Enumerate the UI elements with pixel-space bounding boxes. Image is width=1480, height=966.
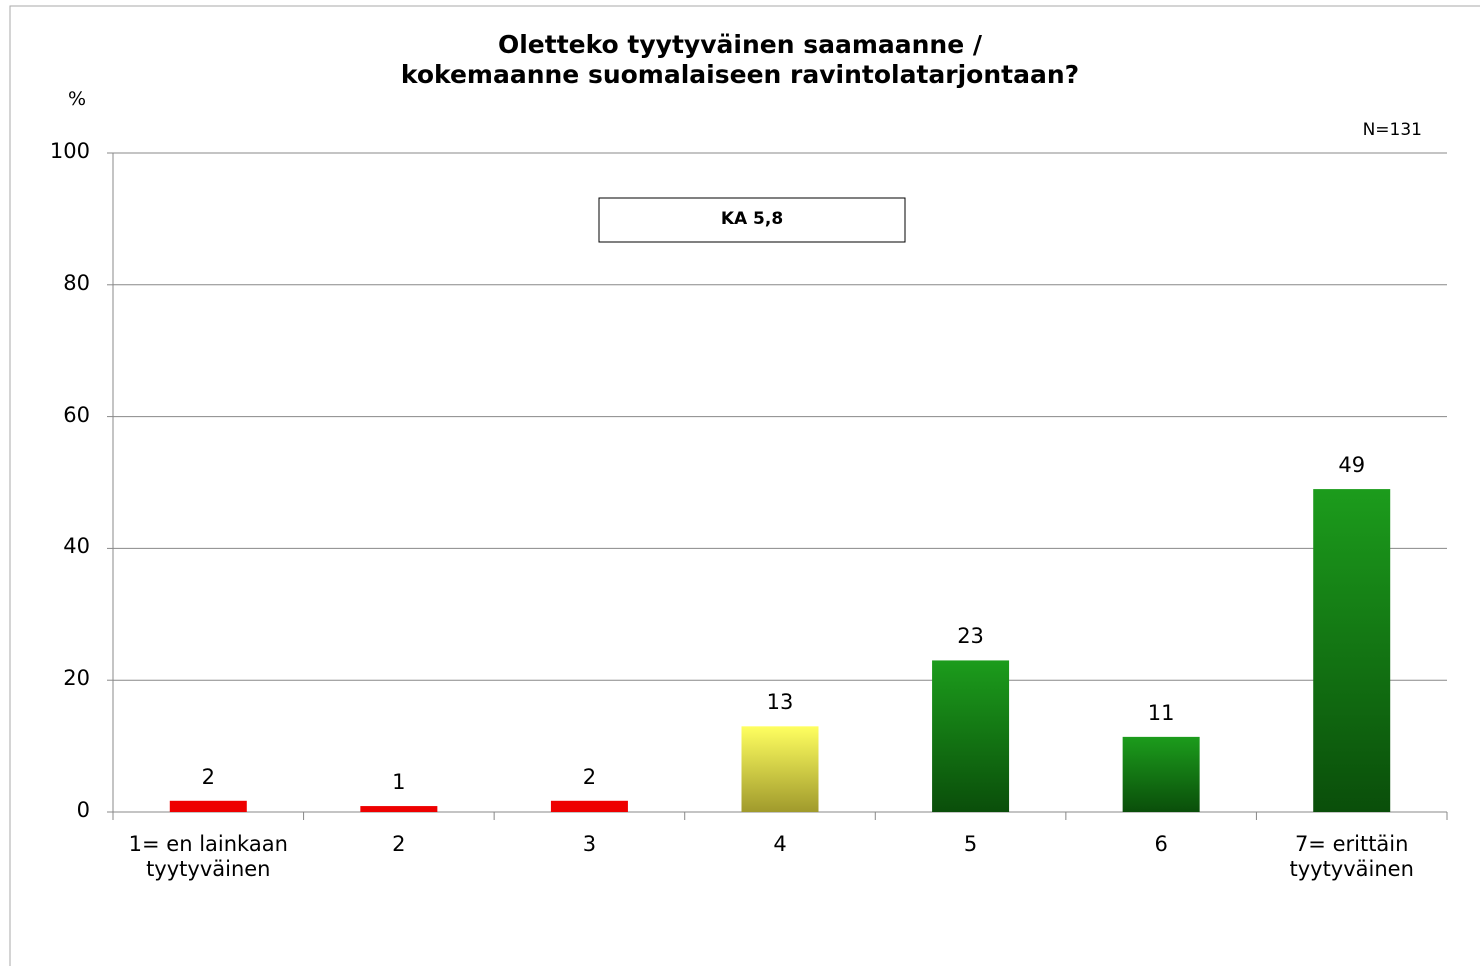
data-label: 13 (766, 690, 794, 715)
y-tick-label: 0 (76, 798, 90, 822)
title-line: Oletteko tyytyväinen saamaanne / (497, 30, 983, 59)
annotation: N=131 (1362, 120, 1422, 140)
x-tick-label: 3 (582, 832, 597, 856)
chart-title: Oletteko tyytyväinen saamaanne / kokemaa… (240, 30, 1240, 90)
y-tick-label: 40 (63, 534, 90, 559)
chart-frame (9, 5, 1480, 966)
data-label: 1 (392, 770, 406, 795)
y-axis-label: % (67, 88, 87, 110)
x-tick-label: 4 (773, 832, 787, 856)
y-tick-label: 60 (63, 402, 90, 427)
y-tick-label: 20 (63, 666, 90, 691)
x-tick-label: 2 (392, 832, 406, 856)
annotation-box (598, 197, 906, 243)
data-label: 23 (957, 624, 984, 649)
bar (1313, 489, 1391, 812)
x-tick-label: 5 (963, 832, 978, 856)
bar (550, 800, 628, 812)
y-tick-label: 80 (63, 270, 90, 295)
annotation: KA 5,8 (720, 209, 784, 229)
x-tick-label: 6 (1154, 832, 1168, 856)
x-tick-label: 1= en lainkaan tyytyväinen (128, 832, 288, 882)
bar (932, 660, 1010, 812)
bar (741, 726, 819, 812)
data-label: 2 (582, 764, 597, 789)
data-label: 49 (1338, 453, 1366, 478)
title-line: kokemaanne suomalaiseen ravintolatarjont… (400, 60, 1080, 89)
y-tick-label: 100 (49, 139, 90, 163)
bar (1122, 736, 1200, 812)
bar (169, 800, 247, 812)
x-tick-label: 7= erittäin tyytyväinen (1289, 832, 1414, 882)
data-label: 2 (201, 764, 215, 789)
data-label: 11 (1147, 700, 1175, 725)
bar (360, 806, 438, 812)
